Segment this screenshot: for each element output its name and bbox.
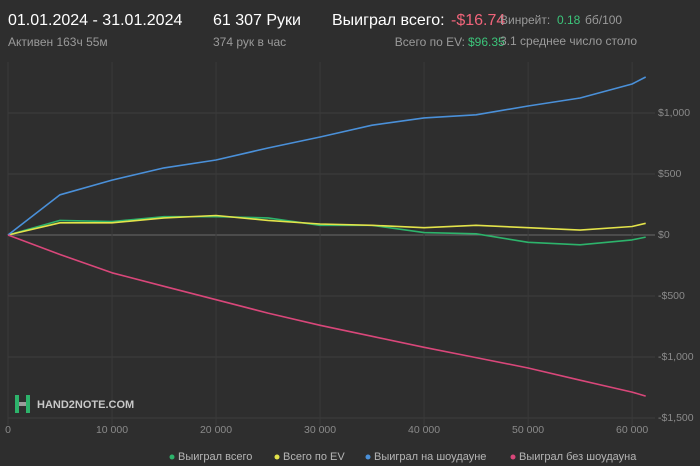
logo-bar [15,395,19,413]
y-tick-label: -$1,000 [658,351,694,363]
legend-marker [365,454,371,460]
series-line [7,234,646,397]
legend-label: Выиграл без шоудауна [519,451,637,463]
y-tick-label: -$500 [658,290,685,302]
y-tick-label: -$1,500 [658,412,694,424]
winrate-unit: бб/100 [585,13,622,27]
hands: 61 307 Руки [213,12,301,29]
logo-bar [26,395,30,413]
x-tick-label: 30 000 [304,424,336,436]
hands-per-hour: 374 рук в час [213,35,286,49]
ev-value: $96.35 [468,35,505,49]
logo-bar [19,402,26,406]
x-tick-label: 10 000 [96,424,128,436]
x-tick-label: 60 000 [616,424,648,436]
plot: $1,000 $500 $0 -$500 -$1,000 -$1,500 0 10 000 20… [5,62,694,463]
legend-label: Всего по EV [283,451,345,463]
series-line [7,214,646,236]
x-tick-label: 40 000 [408,424,440,436]
winrate-label: Винрейт: [500,13,550,27]
ev-label: Всего по EV: [395,35,465,49]
legend-marker [510,454,516,460]
x-tick-label: 0 [5,424,11,436]
date-range: 01.01.2024 - 31.01.2024 [8,12,182,29]
y-tick-label: $1,000 [658,107,690,119]
y-tick-label: $500 [658,168,682,180]
tables: 3.1 среднее число столо [500,34,637,48]
legend-label: Выиграл на шоудауне [374,451,486,463]
legend-marker [274,454,280,460]
x-tick-label: 20 000 [200,424,232,436]
legend-label: Выиграл всего [178,451,252,463]
won-label: Выиграл всего: [332,12,445,29]
legend-marker [169,454,175,460]
active-time: Активен 163ч 55м [8,35,108,49]
y-tick-label: $0 [658,229,670,241]
won-value: -$16.74 [451,12,505,29]
x-tick-label: 50 000 [512,424,544,436]
watermark-text: HAND2NOTE.COM [37,399,134,411]
watermark: HAND2NOTE.COM [15,395,134,413]
winrate-value: 0.18 [557,13,581,27]
series-line [7,76,647,236]
